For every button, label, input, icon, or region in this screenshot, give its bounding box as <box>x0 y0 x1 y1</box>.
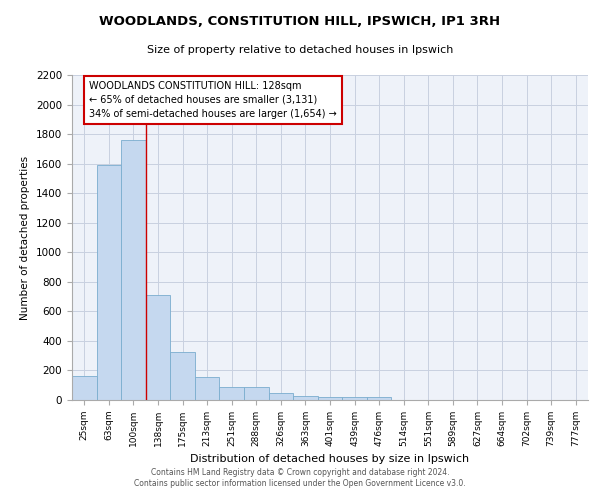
Text: WOODLANDS, CONSTITUTION HILL, IPSWICH, IP1 3RH: WOODLANDS, CONSTITUTION HILL, IPSWICH, I… <box>100 15 500 28</box>
Bar <box>293 396 318 400</box>
Bar <box>318 397 342 400</box>
Text: Size of property relative to detached houses in Ipswich: Size of property relative to detached ho… <box>147 45 453 55</box>
Bar <box>367 397 391 400</box>
Text: Contains HM Land Registry data © Crown copyright and database right 2024.
Contai: Contains HM Land Registry data © Crown c… <box>134 468 466 487</box>
Text: WOODLANDS CONSTITUTION HILL: 128sqm
← 65% of detached houses are smaller (3,131): WOODLANDS CONSTITUTION HILL: 128sqm ← 65… <box>89 81 337 119</box>
Bar <box>121 140 146 400</box>
Bar <box>97 165 121 400</box>
Bar <box>170 352 195 400</box>
Bar <box>146 295 170 400</box>
Bar <box>269 393 293 400</box>
Bar <box>195 377 220 400</box>
Bar <box>342 398 367 400</box>
Bar <box>72 376 97 400</box>
Bar <box>220 388 244 400</box>
Y-axis label: Number of detached properties: Number of detached properties <box>20 156 31 320</box>
X-axis label: Distribution of detached houses by size in Ipswich: Distribution of detached houses by size … <box>190 454 470 464</box>
Bar <box>244 388 269 400</box>
